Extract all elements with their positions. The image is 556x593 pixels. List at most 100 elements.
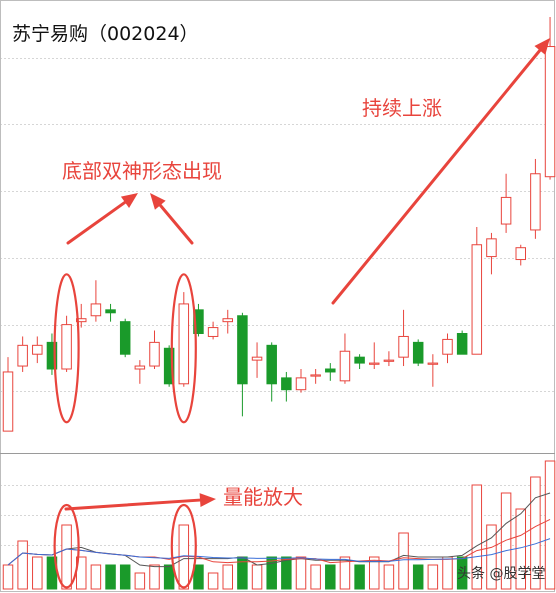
volume-bar [295,556,307,590]
arrow-head [120,193,138,208]
candle-body [134,365,146,370]
volume-bar [207,572,219,590]
volume-bar [398,532,409,590]
volume-bar [456,556,468,590]
candle-body [17,344,28,367]
arrow-shaft [64,498,202,511]
ellipse-volume-1 [53,503,80,589]
volume-bars [2,460,556,590]
arrow-head [199,493,216,508]
volume-bar [500,492,512,590]
ellipse-volume-2 [170,503,197,589]
volume-bar [339,556,351,590]
candle-body [105,309,116,314]
candle-body [193,309,204,335]
arrow-head [150,193,166,210]
volume-bar [325,564,336,590]
candle-body [310,374,321,377]
candle-body [90,303,102,317]
candle-body [2,371,14,432]
candle-body [163,347,175,385]
volume-bar [412,564,424,590]
volume-ma-line [7,538,551,566]
volume-bar [369,556,380,590]
candle-body [354,356,365,364]
ellipse-bottom-1 [53,273,80,424]
candle-body [266,344,277,385]
volume-bar [134,572,146,590]
candle-body [251,356,263,361]
volume-bar [530,476,541,590]
candle-body [471,244,483,355]
annotation-rising: 持续上涨 [362,96,442,120]
volume-bar [251,564,263,590]
candle-body [178,303,190,385]
arrow-shaft [66,200,127,245]
volume-bar [149,564,160,590]
volume-bar [222,564,233,590]
volume-bar [90,564,102,590]
candle-body [427,362,439,365]
volume-bar [383,564,395,590]
candle-body [237,315,248,385]
candle-body [149,341,160,367]
annotation-volume: 量能放大 [223,485,303,509]
volume-bar [2,564,14,590]
volume-bar [266,556,277,590]
candle-body [530,173,541,231]
candle-body [442,338,453,355]
volume-bar [544,460,556,590]
volume-bar [471,484,483,590]
candle-body [61,324,72,370]
candle-body [369,362,380,365]
volume-bar [105,564,116,590]
candle-body [281,377,292,391]
arrow-to-bottom-1 [66,193,138,245]
arrow-head [534,38,550,55]
candle-body [383,359,395,362]
annotation-marks [53,38,550,589]
volume-bar [486,524,497,590]
volume-bar [163,564,175,590]
annotation-double-bottom: 底部双神形态出现 [62,159,222,183]
arrow-volume [64,493,216,511]
chart-title: 苏宁易购（002024） [12,23,199,45]
ellipse-bottom-2 [170,273,197,424]
volume-bar [427,564,439,590]
watermark: 头条 @股学堂 [457,565,545,582]
volume-bar [193,564,204,590]
candles [2,16,556,432]
candle-body [515,247,526,261]
arrow-shaft [158,203,194,245]
grid [0,58,555,546]
candle-body [398,335,409,358]
candle-body [339,350,351,382]
candle-body [486,238,497,258]
volume-bar [354,564,365,590]
candle-body [32,344,43,355]
volume-bar [32,556,43,590]
candle-body [295,377,307,391]
volume-bar [281,556,292,590]
volume-bar [310,564,321,590]
candle-body [76,318,87,323]
candle-body [456,333,468,355]
candle-body [412,341,424,364]
volume-bar [61,524,72,590]
moving-averages [7,492,551,568]
candle-body [222,318,233,323]
arrow-rising [331,38,550,305]
volume-bar [17,540,28,590]
arrow-to-bottom-2 [150,193,194,245]
volume-bar [442,556,453,590]
candle-body [46,341,58,370]
arrow-shaft [331,48,542,305]
volume-bar [119,564,131,590]
candle-body [325,368,336,373]
candle-body [207,327,219,337]
candle-body [119,321,131,355]
candle-body [544,46,556,178]
candle-body [500,196,512,225]
